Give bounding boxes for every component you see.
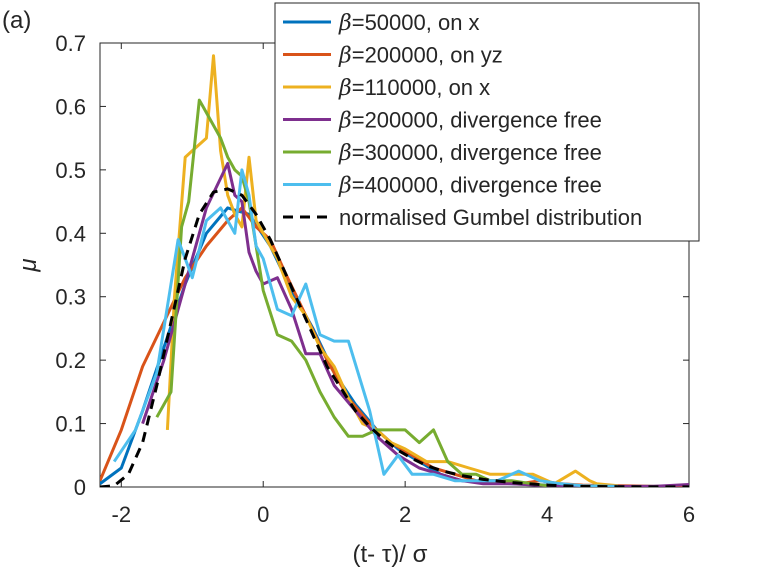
legend-text: =400000, divergence free <box>352 173 602 198</box>
y-tick-label: 0.5 <box>55 158 86 183</box>
series-lines <box>100 54 689 487</box>
y-axis-label: μ <box>15 258 42 272</box>
legend-label-4: β=200000, divergence free <box>338 108 602 134</box>
legend-label-1: β=50000, on x <box>338 10 480 36</box>
y-tick-label: 0.7 <box>55 31 86 56</box>
x-axis-ticks: -2 0 2 4 6 <box>112 43 695 527</box>
y-tick-label: 0 <box>74 475 86 500</box>
x-tick-label: 6 <box>683 502 695 527</box>
legend-text: =110000, on x <box>352 75 490 100</box>
legend: β=50000, on xβ=200000, on yzβ=110000, on… <box>274 2 700 242</box>
series-line-7 <box>100 187 689 487</box>
legend-box <box>274 2 700 242</box>
legend-beta-symbol: β <box>338 109 352 134</box>
y-tick-label: 0.4 <box>55 221 86 246</box>
legend-text: =50000, on x <box>352 10 480 35</box>
legend-beta-symbol: β <box>338 44 352 69</box>
legend-label-6: β=400000, divergence free <box>338 173 602 199</box>
legend-text: =200000, divergence free <box>352 108 602 133</box>
legend-label-3: β=110000, on x <box>338 75 490 101</box>
y-tick-label: 0.6 <box>55 94 86 119</box>
x-tick-label: 0 <box>257 502 269 527</box>
legend-label-2: β=200000, on yz <box>338 43 503 69</box>
y-tick-label: 0.3 <box>55 285 86 310</box>
y-tick-label: 0.1 <box>55 412 86 437</box>
legend-beta-symbol: β <box>338 174 352 199</box>
legend-text: normalised Gumbel distribution <box>339 205 642 230</box>
legend-text: =200000, on yz <box>352 43 503 68</box>
legend-text: =300000, divergence free <box>352 140 602 165</box>
x-tick-label: -2 <box>112 502 132 527</box>
legend-beta-symbol: β <box>338 11 352 36</box>
legend-beta-symbol: β <box>338 76 352 101</box>
series-line-5 <box>155 98 548 487</box>
y-tick-label: 0.2 <box>55 348 86 373</box>
x-tick-label: 2 <box>399 502 411 527</box>
panel-label: (a) <box>2 7 31 34</box>
x-axis-label: (t- τ)/ σ <box>353 541 428 568</box>
legend-beta-symbol: β <box>338 141 352 166</box>
legend-label-7: normalised Gumbel distribution <box>339 205 642 230</box>
x-tick-label: 4 <box>541 502 553 527</box>
legend-label-5: β=300000, divergence free <box>338 140 602 166</box>
